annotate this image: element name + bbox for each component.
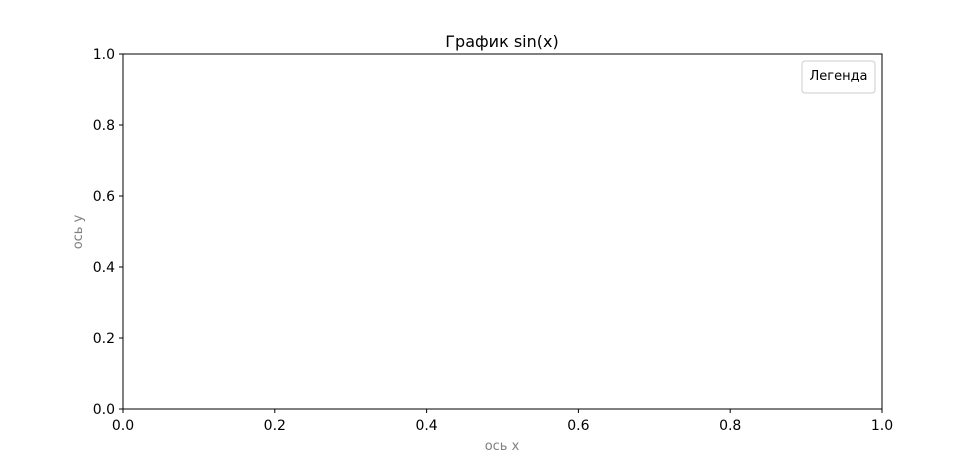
y-tick-label: 0.8 (93, 118, 115, 134)
x-axis-label: ось x (485, 439, 520, 454)
x-tick-label: 0.0 (112, 418, 134, 434)
x-tick-label: 0.4 (415, 418, 437, 434)
x-tick-label: 0.6 (567, 418, 589, 434)
y-axis-label: ось y (71, 214, 86, 249)
chart-title: График sin(x) (445, 32, 558, 51)
y-tick-label: 0.0 (93, 402, 115, 418)
x-tick-label: 1.0 (871, 418, 893, 434)
legend-title: Легенда (809, 69, 867, 84)
y-axis: 0.0 0.2 0.4 0.6 0.8 1.0 (93, 47, 123, 418)
x-tick-label: 0.2 (264, 418, 286, 434)
legend: Легенда (801, 60, 876, 94)
x-tick-label: 0.8 (719, 418, 741, 434)
y-tick-label: 0.2 (93, 331, 115, 347)
x-axis: 0.0 0.2 0.4 0.6 0.8 1.0 (112, 409, 893, 434)
y-tick-label: 1.0 (93, 47, 115, 63)
y-tick-label: 0.6 (93, 189, 115, 205)
y-tick-label: 0.4 (93, 260, 115, 276)
legend-box (801, 60, 876, 94)
plot-area (122, 53, 883, 410)
